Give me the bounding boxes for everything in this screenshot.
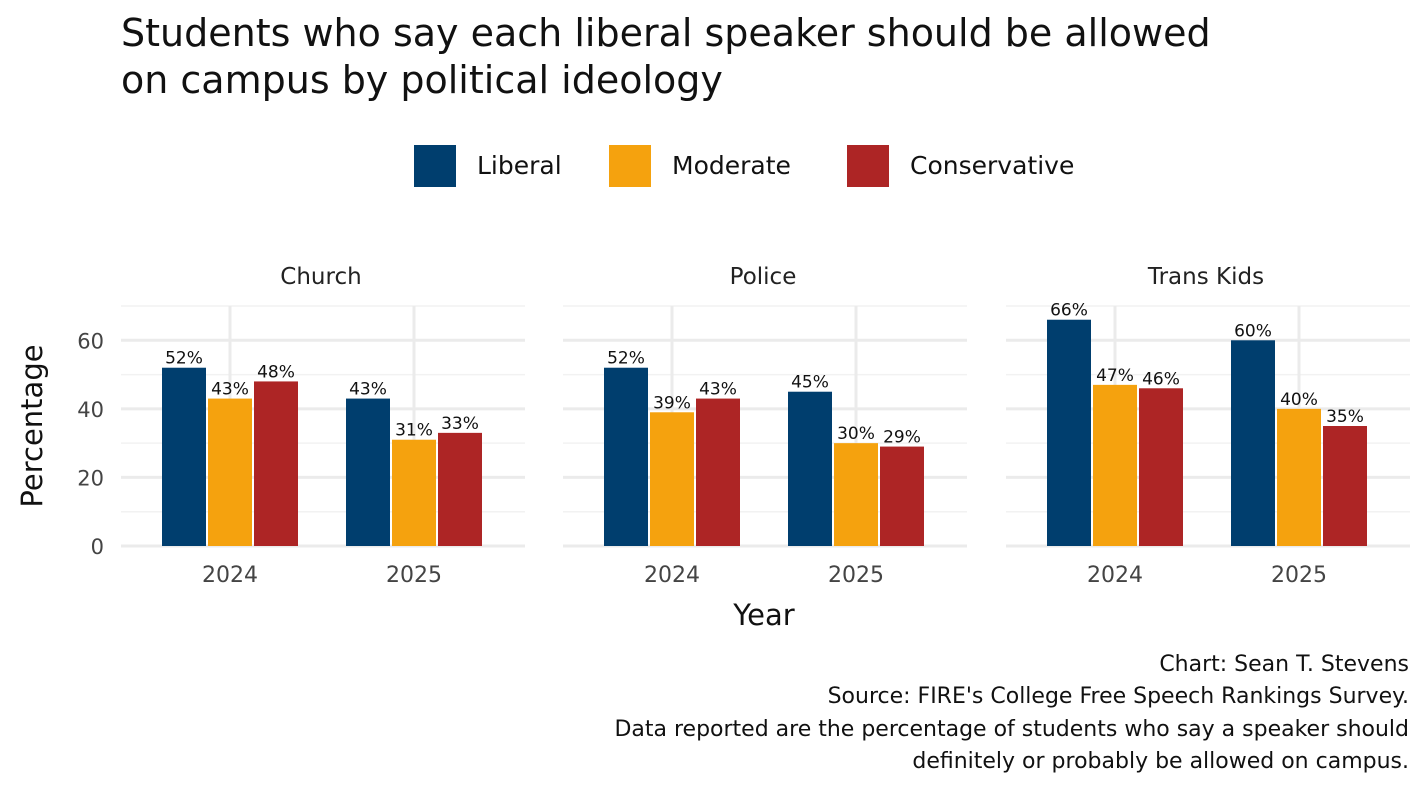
data-label-conservative-2025: 29% xyxy=(883,428,921,448)
facet-label: Trans Kids xyxy=(1147,264,1264,290)
bar-conservative-2025 xyxy=(880,446,924,546)
data-label-liberal-2025: 45% xyxy=(791,373,829,393)
bar-liberal-2025 xyxy=(1231,340,1275,546)
data-label-liberal-2024: 52% xyxy=(607,349,645,369)
bar-liberal-2024 xyxy=(1047,319,1091,546)
bar-conservative-2024 xyxy=(1139,388,1183,546)
caption-line-4: definitely or probably be allowed on cam… xyxy=(912,749,1409,774)
x-tick-label: 2025 xyxy=(1271,563,1327,588)
data-label-liberal-2024: 52% xyxy=(165,349,203,369)
legend-label-conservative: Conservative xyxy=(910,151,1074,180)
bar-moderate-2024 xyxy=(1093,384,1137,546)
x-tick-label: 2024 xyxy=(202,563,258,588)
legend-swatch-conservative xyxy=(847,145,889,187)
chart-title-line-2: on campus by political ideology xyxy=(121,58,723,102)
legend-label-liberal: Liberal xyxy=(477,151,562,180)
panel-church: Church 52% 43% 48% 2024 43% 31% 33% 2025 xyxy=(121,264,525,588)
y-tick-label: 60 xyxy=(77,329,104,353)
legend-swatch-moderate xyxy=(609,145,651,187)
bar-moderate-2025 xyxy=(1277,408,1321,546)
x-tick-label: 2025 xyxy=(386,563,442,588)
y-tick-label: 40 xyxy=(77,398,104,422)
facet-label: Police xyxy=(730,264,797,290)
data-label-moderate-2024: 39% xyxy=(653,393,691,413)
data-label-conservative-2025: 33% xyxy=(441,414,479,434)
x-tick-label: 2025 xyxy=(828,563,884,588)
bar-liberal-2025 xyxy=(346,398,390,546)
y-tick-label: 0 xyxy=(91,535,104,559)
bar-moderate-2024 xyxy=(208,398,252,546)
bar-conservative-2025 xyxy=(1323,426,1367,546)
data-label-moderate-2025: 30% xyxy=(837,424,875,444)
legend-swatch-liberal xyxy=(414,145,456,187)
x-tick-label: 2024 xyxy=(1087,563,1143,588)
panel-trans-kids: Trans Kids 66% 47% 46% 2024 60% 40% 35% 2025 xyxy=(1006,264,1410,588)
data-label-conservative-2024: 46% xyxy=(1142,369,1180,389)
data-label-liberal-2025: 60% xyxy=(1234,321,1272,341)
data-label-liberal-2024: 66% xyxy=(1050,301,1088,321)
facet-label: Church xyxy=(280,264,361,290)
x-axis-title: Year xyxy=(732,598,794,632)
chart-title-line-1: Students who say each liberal speaker sh… xyxy=(121,11,1211,55)
panel-police: Police 52% 39% 43% 2024 45% 30% 29% 2025 xyxy=(563,264,967,588)
y-tick-label: 20 xyxy=(77,466,104,490)
x-tick-label: 2024 xyxy=(644,563,700,588)
legend-label-moderate: Moderate xyxy=(672,151,791,180)
bar-conservative-2024 xyxy=(696,398,740,546)
bar-moderate-2025 xyxy=(392,439,436,546)
bar-conservative-2025 xyxy=(438,432,482,546)
caption: Chart: Sean T. Stevens Source: FIRE's Col… xyxy=(614,652,1409,774)
data-label-conservative-2024: 43% xyxy=(699,380,737,400)
data-label-conservative-2025: 35% xyxy=(1326,407,1364,427)
caption-line-1: Chart: Sean T. Stevens xyxy=(1159,652,1409,677)
data-label-moderate-2025: 40% xyxy=(1280,390,1318,410)
data-label-moderate-2025: 31% xyxy=(395,421,433,441)
bar-conservative-2024 xyxy=(254,381,298,546)
data-label-moderate-2024: 43% xyxy=(211,380,249,400)
data-label-conservative-2024: 48% xyxy=(257,362,295,382)
data-label-moderate-2024: 47% xyxy=(1096,366,1134,386)
y-axis-title: Percentage xyxy=(15,344,49,507)
legend: Liberal Moderate Conservative xyxy=(414,145,1074,187)
bar-liberal-2024 xyxy=(604,367,648,546)
bar-moderate-2025 xyxy=(834,443,878,546)
caption-line-2: Source: FIRE's College Free Speech Ranki… xyxy=(828,684,1409,709)
bar-liberal-2025 xyxy=(788,391,832,546)
panels: Church 52% 43% 48% 2024 43% 31% 33% 2025 Police 52… xyxy=(77,264,1410,588)
bar-moderate-2024 xyxy=(650,412,694,546)
caption-line-3: Data reported are the percentage of stud… xyxy=(614,717,1409,742)
bar-liberal-2024 xyxy=(162,367,206,546)
data-label-liberal-2025: 43% xyxy=(349,380,387,400)
